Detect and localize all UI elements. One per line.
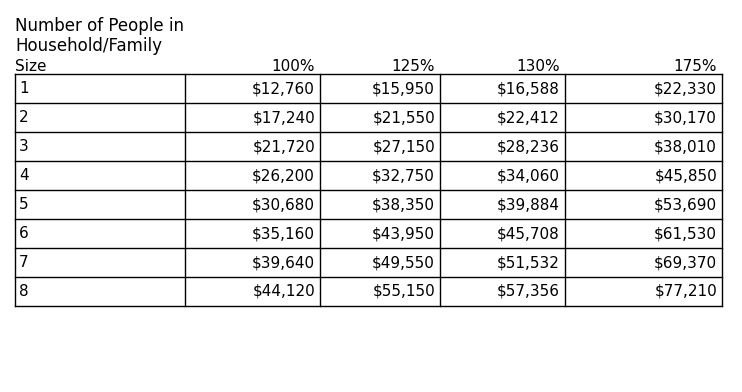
Text: $30,680: $30,680 xyxy=(252,197,315,212)
Text: $45,708: $45,708 xyxy=(497,226,560,241)
Text: 100%: 100% xyxy=(272,59,315,74)
Text: 6: 6 xyxy=(19,226,29,241)
Text: $57,356: $57,356 xyxy=(497,284,560,299)
Text: $53,690: $53,690 xyxy=(654,197,717,212)
Text: $21,550: $21,550 xyxy=(372,110,435,125)
Text: 1: 1 xyxy=(19,81,29,96)
Text: $44,120: $44,120 xyxy=(252,284,315,299)
Text: $34,060: $34,060 xyxy=(497,168,560,183)
Text: 130%: 130% xyxy=(516,59,560,74)
Text: $17,240: $17,240 xyxy=(252,110,315,125)
Text: $22,330: $22,330 xyxy=(654,81,717,96)
Text: $43,950: $43,950 xyxy=(372,226,435,241)
Text: 3: 3 xyxy=(19,139,29,154)
Text: $38,350: $38,350 xyxy=(372,197,435,212)
Text: $27,150: $27,150 xyxy=(372,139,435,154)
Text: 7: 7 xyxy=(19,255,29,270)
Text: $15,950: $15,950 xyxy=(372,81,435,96)
Text: $51,532: $51,532 xyxy=(497,255,560,270)
Text: 4: 4 xyxy=(19,168,29,183)
Text: Household/Family: Household/Family xyxy=(15,37,162,55)
Text: $28,236: $28,236 xyxy=(497,139,560,154)
Text: $35,160: $35,160 xyxy=(252,226,315,241)
Text: Size: Size xyxy=(15,59,47,74)
Text: 175%: 175% xyxy=(674,59,717,74)
Text: 5: 5 xyxy=(19,197,29,212)
Text: $55,150: $55,150 xyxy=(372,284,435,299)
Text: 2: 2 xyxy=(19,110,29,125)
Text: $77,210: $77,210 xyxy=(654,284,717,299)
Text: $45,850: $45,850 xyxy=(654,168,717,183)
Text: $38,010: $38,010 xyxy=(654,139,717,154)
Text: $30,170: $30,170 xyxy=(654,110,717,125)
Text: 8: 8 xyxy=(19,284,29,299)
Text: $39,884: $39,884 xyxy=(497,197,560,212)
Text: $22,412: $22,412 xyxy=(497,110,560,125)
Text: Number of People in: Number of People in xyxy=(15,17,184,35)
Text: $49,550: $49,550 xyxy=(372,255,435,270)
Text: $12,760: $12,760 xyxy=(252,81,315,96)
Text: $21,720: $21,720 xyxy=(252,139,315,154)
Text: $39,640: $39,640 xyxy=(252,255,315,270)
Text: $26,200: $26,200 xyxy=(252,168,315,183)
Text: $61,530: $61,530 xyxy=(654,226,717,241)
Text: $32,750: $32,750 xyxy=(372,168,435,183)
Text: $69,370: $69,370 xyxy=(654,255,717,270)
Text: 125%: 125% xyxy=(392,59,435,74)
Text: $16,588: $16,588 xyxy=(497,81,560,96)
